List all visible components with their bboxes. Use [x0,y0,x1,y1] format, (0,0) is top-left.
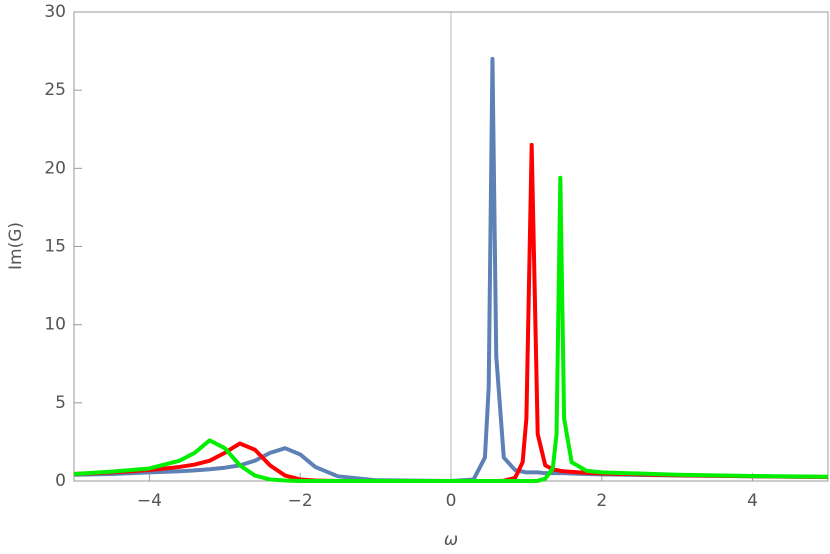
y-axis-label: Im(G) [6,222,26,270]
series-line [73,175,829,483]
y-tick-label: 5 [55,393,66,413]
y-tick-label: 20 [44,158,66,178]
y-tick-label: 10 [44,315,66,335]
x-tick-label: 0 [446,491,457,511]
y-tick-label: 15 [44,237,66,257]
y-tick-label: 30 [44,2,66,22]
y-tick-label: 25 [44,80,66,100]
x-tick-label: 2 [596,491,607,511]
x-axis-label: ω [444,530,458,550]
x-tick-label: −4 [137,491,162,511]
x-tick-label: −2 [288,491,313,511]
x-tick-label: 4 [747,491,758,511]
y-tick-label: 0 [55,471,66,491]
